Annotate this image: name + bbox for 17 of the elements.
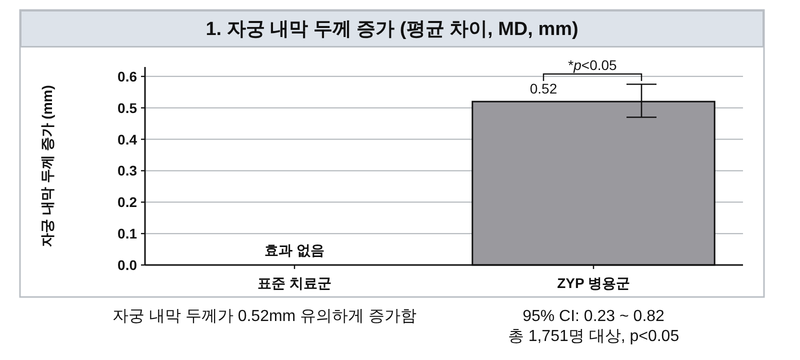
data-label: 0.52 [530,80,558,97]
annotation: *p<0.05 [568,57,618,73]
y-tick-label: 0.4 [118,131,138,148]
x-tick-label: 표준 치료군 [258,275,332,291]
text: 총 1,751명 대상, p<0.05 [508,328,680,345]
y-tick-label: 0.1 [118,226,138,242]
text: 자궁 내막 두께가 0.52mm 유의하게 증가함 [112,308,417,325]
text: 95% CI: 0.23 ~ 0.82 [522,308,665,325]
y-tick-label: 0.5 [118,100,138,116]
y-axis-title: 자궁 내막 두께 증가 (mm) [39,85,55,247]
y-tick-label: 0.6 [118,68,138,84]
x-tick-label: ZYP 병용군 [557,275,630,291]
chart-title: 1. 자궁 내막 두께 증가 (평균 차이, MD, mm) [206,19,578,40]
y-tick-label: 0.3 [118,162,138,179]
y-tick-label: 0.0 [118,257,138,273]
annotation: 효과 없음 [264,242,324,258]
y-tick-label: 0.2 [118,194,138,210]
